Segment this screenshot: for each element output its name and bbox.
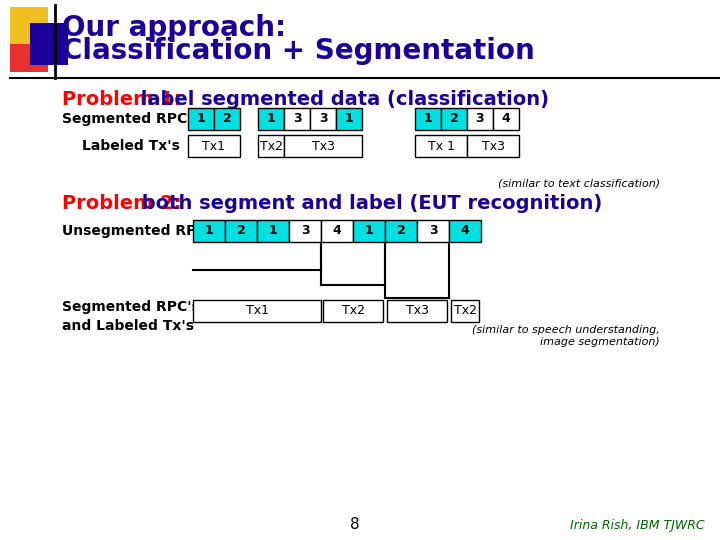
Text: Tx2: Tx2 <box>259 139 282 152</box>
Bar <box>336 108 362 130</box>
Bar <box>417 220 449 242</box>
Bar <box>441 108 467 130</box>
Bar <box>493 108 519 130</box>
Text: 3: 3 <box>476 112 485 125</box>
Text: 1: 1 <box>269 225 277 238</box>
Text: 8: 8 <box>350 517 360 532</box>
Bar <box>225 220 257 242</box>
Bar <box>353 220 385 242</box>
Bar <box>258 108 284 130</box>
Text: Labeled Tx's: Labeled Tx's <box>82 139 180 153</box>
Bar <box>289 220 321 242</box>
Bar <box>467 108 493 130</box>
Text: 4: 4 <box>461 225 469 238</box>
Text: 1: 1 <box>345 112 354 125</box>
Text: Segmented RPC's: Segmented RPC's <box>62 112 200 126</box>
Bar <box>284 135 362 157</box>
Text: 2: 2 <box>397 225 405 238</box>
Bar <box>323 300 383 322</box>
Text: 2: 2 <box>237 225 246 238</box>
Bar <box>321 220 353 242</box>
Text: Tx3: Tx3 <box>312 139 335 152</box>
Text: 4: 4 <box>502 112 510 125</box>
Bar <box>284 108 310 130</box>
Text: 2: 2 <box>222 112 231 125</box>
Text: 3: 3 <box>301 225 310 238</box>
Bar <box>310 108 336 130</box>
Bar <box>188 108 214 130</box>
Text: 1: 1 <box>204 225 213 238</box>
Text: label segmented data (classification): label segmented data (classification) <box>134 90 549 109</box>
Text: 3: 3 <box>319 112 328 125</box>
Text: (similar to text classification): (similar to text classification) <box>498 178 660 188</box>
Bar <box>415 135 467 157</box>
Text: Tx3: Tx3 <box>405 305 428 318</box>
Text: 1: 1 <box>364 225 374 238</box>
Bar <box>188 135 240 157</box>
Text: image segmentation): image segmentation) <box>540 337 660 347</box>
Text: 2: 2 <box>449 112 459 125</box>
Bar <box>10 44 48 72</box>
Bar <box>10 7 48 45</box>
Bar <box>467 135 519 157</box>
Text: Tx1: Tx1 <box>246 305 269 318</box>
Bar <box>193 220 225 242</box>
Bar <box>257 220 289 242</box>
Text: (similar to speech understanding,: (similar to speech understanding, <box>472 325 660 335</box>
Text: Irina Rish, IBM TJWRC: Irina Rish, IBM TJWRC <box>570 519 705 532</box>
Text: Our approach:: Our approach: <box>62 14 286 42</box>
Text: Classification + Segmentation: Classification + Segmentation <box>62 37 535 65</box>
Text: Tx2: Tx2 <box>341 305 364 318</box>
Text: Tx3: Tx3 <box>482 139 505 152</box>
Text: Tx1: Tx1 <box>202 139 225 152</box>
Text: and Labeled Tx's: and Labeled Tx's <box>62 319 194 333</box>
Text: 1: 1 <box>423 112 433 125</box>
Bar <box>30 23 68 65</box>
Text: 1: 1 <box>197 112 205 125</box>
Text: 3: 3 <box>428 225 437 238</box>
Bar <box>214 108 240 130</box>
Bar <box>193 300 321 322</box>
Text: Problem 1:: Problem 1: <box>62 90 181 109</box>
Text: 4: 4 <box>333 225 341 238</box>
Bar <box>415 108 441 130</box>
Bar <box>451 300 479 322</box>
Text: Segmented RPC's: Segmented RPC's <box>62 300 200 314</box>
Bar <box>387 300 447 322</box>
Text: Tx 1: Tx 1 <box>428 139 454 152</box>
Bar <box>385 220 417 242</box>
Text: Problem 2:: Problem 2: <box>62 194 181 213</box>
Text: 3: 3 <box>293 112 301 125</box>
Text: Unsegmented RPC's: Unsegmented RPC's <box>62 224 220 238</box>
Text: Tx2: Tx2 <box>454 305 477 318</box>
Bar <box>258 135 284 157</box>
Text: both segment and label (EUT recognition): both segment and label (EUT recognition) <box>135 194 602 213</box>
Text: 1: 1 <box>266 112 275 125</box>
Bar <box>449 220 481 242</box>
